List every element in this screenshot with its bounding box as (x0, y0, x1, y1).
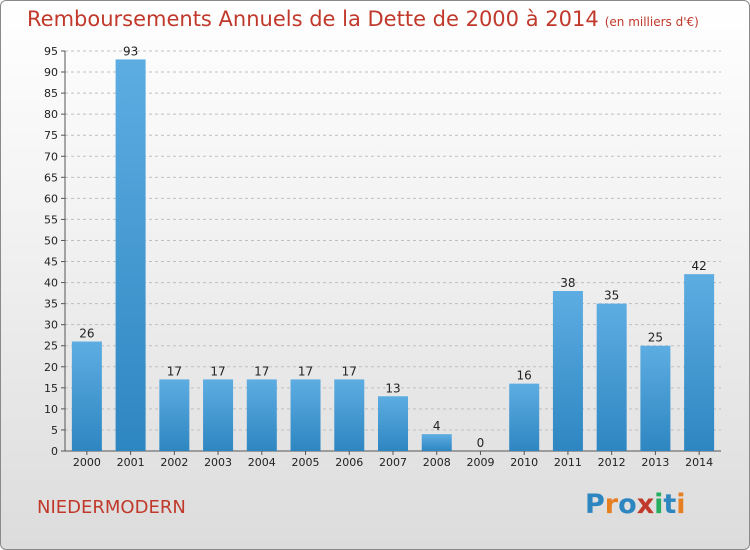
y-tick-label: 20 (44, 361, 58, 374)
logo-letter: t (663, 489, 677, 520)
data-label: 17 (167, 364, 182, 378)
bar (159, 379, 190, 451)
data-label: 25 (648, 331, 663, 345)
x-tick-label: 2008 (423, 456, 451, 469)
x-tick-label: 2014 (685, 456, 713, 469)
x-tick-label: 2011 (554, 456, 582, 469)
data-label: 42 (691, 259, 706, 273)
data-label: 93 (123, 44, 138, 58)
bar (421, 434, 452, 451)
bar (640, 345, 671, 451)
logo-letter: r (604, 489, 619, 520)
logo-letter: P (585, 489, 605, 520)
x-tick-label: 2004 (248, 456, 276, 469)
unit-label: (en milliers d'€) (604, 15, 699, 29)
y-tick-label: 15 (44, 382, 58, 395)
bar (290, 379, 321, 451)
x-tick-label: 2002 (160, 456, 188, 469)
logo-letter: o (618, 489, 637, 520)
y-tick-label: 60 (44, 192, 58, 205)
bar (378, 396, 408, 451)
x-tick-label: 2000 (73, 456, 101, 469)
data-label: 17 (210, 364, 225, 378)
title-text: Remboursements Annuels de la Dette de 20… (27, 7, 599, 31)
bar (115, 59, 146, 451)
x-tick-label: 2005 (292, 456, 320, 469)
bar (509, 383, 540, 451)
y-tick-label: 75 (44, 129, 58, 142)
x-tick-label: 2012 (598, 456, 626, 469)
data-label: 17 (342, 364, 357, 378)
y-tick-label: 85 (44, 87, 58, 100)
y-tick-label: 40 (44, 277, 58, 290)
logo-letter: i (654, 489, 664, 520)
bar (552, 291, 583, 451)
x-tick-label: 2010 (510, 456, 538, 469)
data-label: 13 (385, 381, 400, 395)
y-tick-label: 65 (44, 171, 58, 184)
data-label: 17 (254, 364, 269, 378)
logo-letter: i (676, 489, 686, 520)
bar (203, 379, 234, 451)
bar (334, 379, 365, 451)
y-tick-label: 70 (44, 150, 58, 163)
logo-letter: x (636, 489, 655, 520)
y-tick-label: 90 (44, 66, 58, 79)
data-label: 26 (79, 327, 94, 341)
y-tick-label: 30 (44, 319, 58, 332)
data-label: 35 (604, 289, 619, 303)
data-label: 17 (298, 364, 313, 378)
y-tick-label: 10 (44, 403, 58, 416)
bar (246, 379, 277, 451)
bar (596, 303, 627, 451)
y-tick-label: 95 (44, 45, 58, 58)
y-tick-label: 25 (44, 340, 58, 353)
data-label: 0 (477, 436, 485, 450)
y-tick-label: 55 (44, 213, 58, 226)
x-tick-label: 2003 (204, 456, 232, 469)
y-tick-label: 80 (44, 108, 58, 121)
data-label: 4 (433, 419, 441, 433)
y-tick-label: 5 (51, 424, 58, 437)
data-label: 38 (560, 276, 575, 290)
y-tick-label: 35 (44, 298, 58, 311)
bar (71, 341, 102, 451)
x-tick-label: 2006 (335, 456, 363, 469)
proxiti-logo: Proxiti (585, 489, 686, 520)
x-tick-label: 2001 (117, 456, 145, 469)
chart-title: Remboursements Annuels de la Dette de 20… (27, 7, 699, 31)
x-tick-label: 2013 (641, 456, 669, 469)
data-label: 16 (517, 369, 532, 383)
x-tick-label: 2009 (466, 456, 494, 469)
bar (684, 274, 715, 451)
y-tick-label: 0 (51, 445, 58, 458)
x-tick-label: 2007 (379, 456, 407, 469)
commune-name: NIEDERMODERN (37, 497, 186, 518)
y-tick-label: 45 (44, 256, 58, 269)
y-tick-label: 50 (44, 234, 58, 247)
